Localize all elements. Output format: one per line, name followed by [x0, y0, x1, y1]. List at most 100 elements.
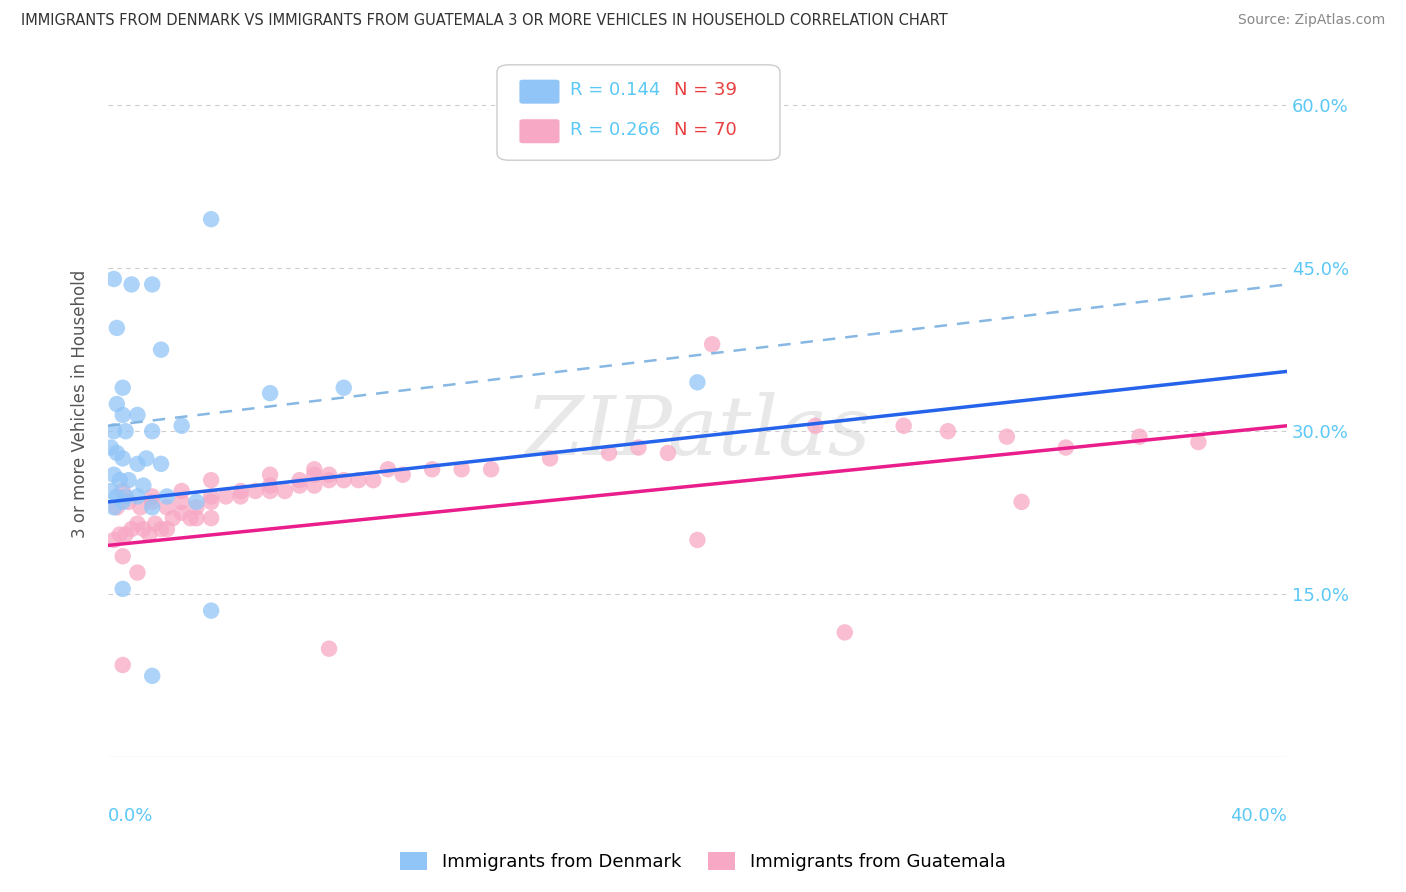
Point: [834, 625, 856, 640]
Point: [141, 500, 163, 515]
Point: [420, 462, 443, 476]
Point: [200, 495, 222, 509]
Point: [132, 522, 155, 536]
Point: [200, 473, 222, 487]
Point: [170, 495, 193, 509]
Point: [135, 451, 157, 466]
Text: N = 70: N = 70: [673, 120, 737, 139]
Point: [141, 669, 163, 683]
Legend: Immigrants from Denmark, Immigrants from Guatemala: Immigrants from Denmark, Immigrants from…: [394, 845, 1012, 879]
Point: [127, 566, 149, 580]
Point: [259, 483, 281, 498]
Point: [245, 483, 267, 498]
Point: [1128, 430, 1150, 444]
Point: [103, 533, 125, 547]
Point: [479, 462, 502, 476]
Point: [114, 490, 136, 504]
Point: [129, 500, 152, 515]
Point: [686, 376, 709, 390]
Point: [304, 478, 326, 492]
Point: [127, 408, 149, 422]
Point: [229, 490, 252, 504]
Point: [318, 473, 340, 487]
Point: [318, 467, 340, 482]
Point: [156, 500, 179, 515]
Point: [936, 424, 959, 438]
Text: 40.0%: 40.0%: [1230, 807, 1286, 825]
Point: [156, 522, 179, 536]
Point: [162, 511, 184, 525]
Point: [127, 457, 149, 471]
FancyBboxPatch shape: [496, 65, 780, 161]
Y-axis label: 3 or more Vehicles in Household: 3 or more Vehicles in Household: [72, 270, 89, 538]
Point: [114, 527, 136, 541]
Point: [686, 533, 709, 547]
Point: [111, 381, 134, 395]
Text: Source: ZipAtlas.com: Source: ZipAtlas.com: [1237, 13, 1385, 28]
Point: [332, 381, 354, 395]
Point: [229, 483, 252, 498]
Point: [170, 483, 193, 498]
Point: [103, 424, 125, 438]
Point: [186, 495, 208, 509]
Point: [150, 457, 173, 471]
Point: [103, 500, 125, 515]
Point: [702, 337, 724, 351]
Point: [141, 277, 163, 292]
Point: [103, 467, 125, 482]
Point: [117, 473, 139, 487]
Point: [450, 462, 472, 476]
Point: [538, 451, 561, 466]
Point: [804, 418, 827, 433]
Point: [1054, 441, 1077, 455]
Point: [200, 511, 222, 525]
Point: [111, 483, 134, 498]
Point: [318, 641, 340, 656]
Point: [288, 478, 311, 492]
Point: [1187, 435, 1209, 450]
Point: [186, 511, 208, 525]
Point: [304, 467, 326, 482]
Point: [105, 321, 128, 335]
Point: [121, 277, 143, 292]
Point: [598, 446, 620, 460]
Point: [304, 462, 326, 476]
Text: 0.0%: 0.0%: [108, 807, 153, 825]
Point: [200, 490, 222, 504]
Point: [111, 408, 134, 422]
Point: [100, 483, 122, 498]
Point: [274, 483, 297, 498]
Point: [186, 500, 208, 515]
Point: [288, 473, 311, 487]
Point: [108, 473, 131, 487]
Point: [111, 657, 134, 672]
Point: [995, 430, 1018, 444]
Text: R = 0.144: R = 0.144: [569, 81, 661, 99]
Point: [627, 441, 650, 455]
Point: [138, 527, 160, 541]
Text: IMMIGRANTS FROM DENMARK VS IMMIGRANTS FROM GUATEMALA 3 OR MORE VEHICLES IN HOUSE: IMMIGRANTS FROM DENMARK VS IMMIGRANTS FR…: [21, 13, 948, 29]
Point: [105, 446, 128, 460]
Point: [347, 473, 370, 487]
Point: [105, 500, 128, 515]
Point: [114, 424, 136, 438]
Point: [111, 451, 134, 466]
Point: [103, 272, 125, 286]
Text: R = 0.266: R = 0.266: [569, 120, 661, 139]
Point: [143, 516, 166, 531]
Point: [111, 495, 134, 509]
Text: N = 39: N = 39: [673, 81, 737, 99]
Point: [121, 522, 143, 536]
Point: [1011, 495, 1033, 509]
Point: [200, 604, 222, 618]
Point: [893, 418, 915, 433]
FancyBboxPatch shape: [519, 120, 560, 144]
Point: [105, 397, 128, 411]
Point: [141, 490, 163, 504]
Point: [127, 490, 149, 504]
Point: [259, 386, 281, 401]
Point: [150, 343, 173, 357]
Point: [111, 549, 134, 564]
Point: [117, 495, 139, 509]
Point: [332, 473, 354, 487]
